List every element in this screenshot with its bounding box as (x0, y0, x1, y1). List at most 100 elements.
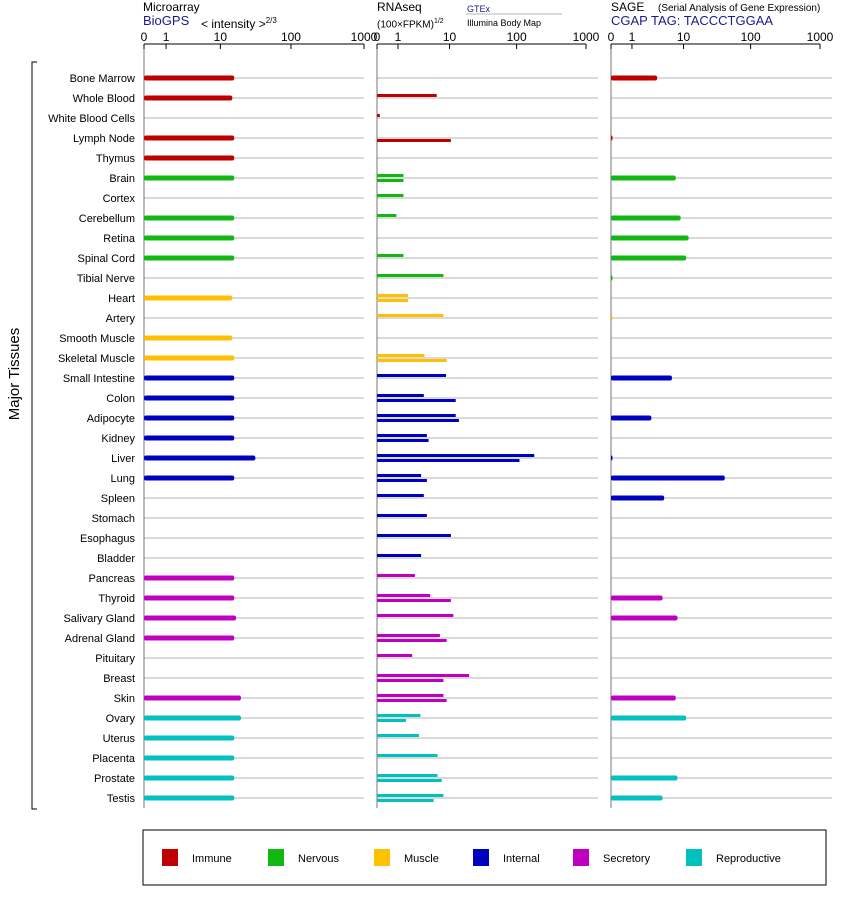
expression-bar (144, 635, 235, 641)
tissue-label: Lung (111, 473, 135, 485)
rnaseq-gtex-bar (377, 294, 409, 297)
legend-label: Muscle (404, 853, 439, 865)
x-tick-label: 100 (281, 30, 301, 44)
tissue-label: Ovary (106, 713, 136, 725)
tissue-label: Heart (108, 293, 135, 305)
rnaseq-gtex-bar (377, 754, 438, 757)
tissue-label: Bladder (97, 553, 135, 565)
expression-bar (144, 615, 237, 621)
expression-bar (144, 75, 235, 81)
rnaseq-illumina-bar (377, 399, 456, 402)
rnaseq-gtex-bar (377, 454, 535, 457)
tissue-label: Uterus (103, 733, 136, 745)
tissue-label: Thyroid (98, 593, 135, 605)
rnaseq-illumina-bar (377, 699, 447, 702)
expression-bar (144, 715, 241, 721)
expression-bar (144, 235, 235, 241)
expression-bar (611, 495, 665, 501)
rnaseq-gtex-bar (377, 514, 427, 517)
rnaseq-gtex-bar (377, 374, 447, 377)
rnaseq-gtex-bar (377, 634, 440, 637)
rnaseq-illumina-bar (377, 479, 427, 482)
rnaseq-gtex-bar (377, 194, 404, 197)
rnaseq-gtex-bar (377, 414, 456, 417)
rnaseq-gtex-bar (377, 274, 444, 277)
rnaseq-illumina-bar (377, 719, 406, 722)
legend-swatch (268, 849, 284, 866)
expression-bar (611, 455, 613, 461)
tissue-label: White Blood Cells (48, 113, 135, 125)
rnaseq-gtex-bar (377, 674, 470, 677)
expression-bar (611, 795, 663, 801)
rnaseq-illumina-bar (377, 139, 451, 142)
y-axis-title: Major Tissues (6, 328, 23, 421)
rnaseq-gtex-bar (377, 474, 422, 477)
x-tick-label: 1 (163, 30, 170, 44)
x-tick-label: 0 (374, 30, 381, 44)
tissue-label: Brain (109, 173, 135, 185)
expression-bar (611, 275, 613, 281)
sage-title: SAGE (611, 0, 645, 14)
expression-bar (144, 375, 235, 381)
legend-label: Immune (192, 853, 232, 865)
microarray-source: BioGPS (143, 13, 190, 28)
tissue-label: Adrenal Gland (65, 633, 135, 645)
rnaseq-gtex-bar (377, 534, 451, 537)
x-tick-label: 10 (677, 30, 691, 44)
rnaseq-illumina-bar (377, 679, 444, 682)
tissue-label: Small Intestine (63, 373, 135, 385)
expression-bar (144, 775, 235, 781)
tissue-label: Testis (107, 793, 136, 805)
rnaseq-gtex-bar (377, 394, 424, 397)
rnaseq-gtex-bar (377, 614, 454, 617)
rnaseq-illumina-bar (377, 779, 442, 782)
legend-swatch (573, 849, 589, 866)
x-tick-label: 0 (608, 30, 615, 44)
expression-bar (611, 175, 676, 181)
expression-bar (144, 215, 235, 221)
rnaseq-gtex-bar (377, 734, 419, 737)
rnaseq-unit-prefix: (100×FPKM) (377, 19, 434, 31)
expression-bar (144, 475, 235, 481)
tissue-label: Whole Blood (73, 93, 135, 105)
x-tick-label: 0 (141, 30, 148, 44)
rnaseq-gtex-bar (377, 174, 404, 177)
x-tick-label: 10 (443, 30, 457, 44)
expression-bar (144, 415, 235, 421)
rnaseq-illumina-bar (377, 359, 447, 362)
tissue-label: Smooth Muscle (59, 333, 135, 345)
rnaseq-gtex-bar (377, 714, 421, 717)
rnaseq-illumina-bar (377, 799, 434, 802)
expression-bar (611, 215, 681, 221)
expression-bar (144, 135, 235, 141)
rnaseq-illumina-bar (377, 639, 447, 642)
expression-bar (611, 135, 613, 141)
x-tick-label: 100 (741, 30, 761, 44)
rnaseq-gtex-bar (377, 114, 380, 117)
expression-bar (144, 355, 235, 361)
rnaseq-illumina-bar (377, 599, 451, 602)
legend-label: Secretory (603, 853, 651, 865)
expression-bar (144, 95, 233, 101)
tissue-label: Skin (114, 693, 135, 705)
tissue-label: Liver (111, 453, 135, 465)
rnaseq-gtex-bar (377, 354, 425, 357)
expression-bar (144, 735, 235, 741)
tissue-label: Skeletal Muscle (58, 353, 135, 365)
expression-bar (144, 755, 235, 761)
expression-bar (144, 695, 241, 701)
rnaseq-gtex-bar (377, 314, 444, 317)
expression-bar (144, 435, 235, 441)
tissue-label: Spleen (101, 493, 135, 505)
tissue-label: Cortex (103, 193, 136, 205)
x-tick-label: 1000 (573, 30, 600, 44)
tissue-label: Lymph Node (73, 133, 135, 145)
rnaseq-illumina-bar (377, 419, 459, 422)
expression-bar (611, 615, 678, 621)
rnaseq-gtex-bar (377, 434, 427, 437)
x-tick-label: 10 (214, 30, 228, 44)
x-tick-label: 1 (629, 30, 636, 44)
rnaseq-gtex-bar (377, 694, 444, 697)
rnaseq-gtex-bar (377, 574, 415, 577)
expression-bar (611, 775, 678, 781)
